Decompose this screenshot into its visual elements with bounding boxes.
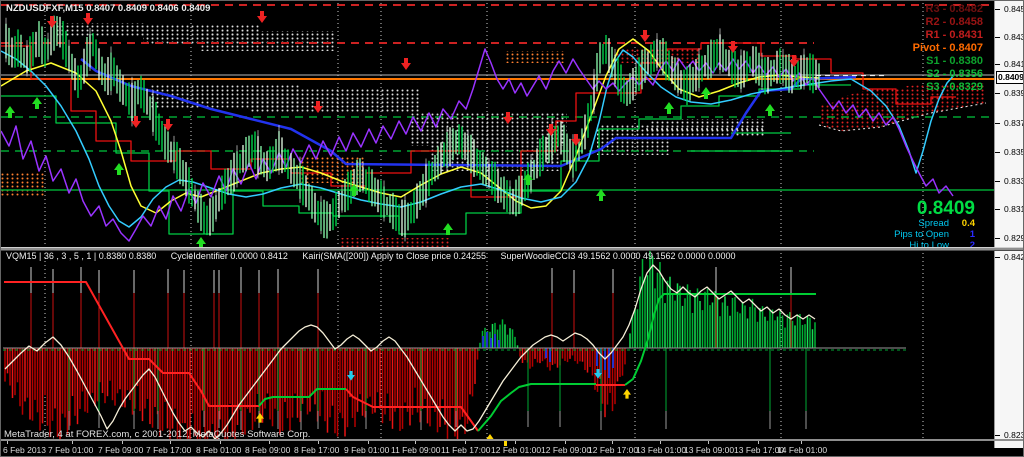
time-axis-tick	[170, 441, 171, 444]
time-axis-tick	[660, 441, 661, 444]
pivot-level-label: R1 - 0.8431	[925, 29, 983, 41]
time-axis-tick	[368, 441, 369, 444]
price-axis-label: 0.8355	[1004, 147, 1023, 157]
spread-label: Spread	[918, 218, 949, 229]
copyright-text: MetaTrader, 4 at FOREX.com, c 2001-2012,…	[4, 429, 311, 440]
current-price-box: 0.8409	[996, 71, 1024, 84]
pivot-level-label: R2 - 0.8458	[925, 16, 983, 28]
price-axis-tick	[995, 181, 1000, 182]
time-axis-label: 9 Feb 01:00	[344, 445, 390, 455]
time-axis-label: 8 Feb 17:00	[294, 445, 340, 455]
price-axis-label: 0.8395	[1004, 88, 1023, 98]
time-axis[interactable]: 6 Feb 2013 7 Feb 01:00 7 Feb 09:00 7 Feb 17…	[1, 441, 1023, 456]
pivot-level-label: Pivot - 0.8407	[912, 42, 983, 54]
price-axis-label: 0.8236	[1004, 430, 1023, 440]
time-axis-label: 7 Feb 17:00	[146, 445, 192, 455]
time-axis-label: 13 Feb 01:00	[636, 445, 687, 455]
quote-panel: 0.8409 Spread 0.4 Pips to Open 1 Hi to L…	[871, 200, 975, 247]
price-axis-tick	[995, 37, 1000, 38]
time-axis-tick	[318, 441, 319, 444]
time-axis-label: 12 Feb 09:00	[541, 445, 592, 455]
price-axis-tick	[995, 64, 1000, 65]
time-axis-tick	[269, 441, 270, 444]
current-price-display: 0.8409	[916, 200, 975, 219]
price-axis-tick	[995, 238, 1000, 239]
time-axis-tick	[122, 441, 123, 444]
indicator-header: VQM15 | 36 , 3 , 5 , 1 | 0.8380 0.8380 C…	[6, 251, 748, 261]
pivot-level-label: S2 - 0.8356	[926, 68, 983, 80]
time-axis-label: 7 Feb 09:00	[98, 445, 144, 455]
time-axis-tick	[515, 441, 516, 444]
time-axis-tick	[565, 441, 566, 444]
spread-value: 0.4	[961, 218, 975, 229]
price-axis-label: 0.8375	[1004, 118, 1023, 128]
time-axis-tick	[7, 441, 8, 444]
trade-marker-tick	[504, 441, 507, 446]
price-axis-label: 0.8295	[1004, 233, 1023, 243]
price-axis-tick	[995, 123, 1000, 124]
pivot-level-label: S1 - 0.8380	[926, 55, 983, 67]
price-axis-tick	[995, 152, 1000, 153]
price-axis-tick	[995, 435, 1000, 436]
time-axis-label: 8 Feb 01:00	[196, 445, 242, 455]
price-axis[interactable]: 0.8409 0.8455 0.8435 0.8415 0.8395 0.8375 0.8…	[994, 1, 1024, 448]
time-axis-label: 13 Feb 09:00	[684, 445, 735, 455]
pivot-label-stack: R3 - 0.8482 R2 - 0.8458 R1 - 0.8431 Pivot -…	[913, 3, 983, 94]
kairi-indicator-label: Kairi(SMA([200]) Apply to Close price 0.…	[302, 251, 486, 261]
spread-row: Spread 0.4	[871, 218, 975, 229]
bottom-separator	[1, 439, 1023, 441]
price-axis-label: 0.8422	[1004, 252, 1023, 262]
chart-title: NZDUSDFXF,M15 0.8407 0.8409 0.8406 0.840…	[6, 3, 211, 14]
time-axis-label: 6 Feb 2013	[3, 445, 47, 455]
indicator-chart-canvas[interactable]	[1, 251, 994, 439]
panel-separator[interactable]	[1, 247, 1023, 251]
cycle-identifier-label: CycleIdentifier 0.0000 0.8412	[170, 251, 288, 261]
time-axis-tick	[220, 441, 221, 444]
pips-to-open-row: Pips to Open 1	[871, 229, 975, 240]
time-axis-tick	[72, 441, 73, 444]
time-axis-tick	[612, 441, 613, 444]
vq-indicator-label: VQM15 | 36 , 3 , 5 , 1 | 0.8380 0.8380	[6, 251, 157, 261]
price-axis-tick	[995, 9, 1000, 10]
time-axis-label: 12 Feb 01:00	[491, 445, 542, 455]
price-axis-label: 0.8415	[1004, 59, 1023, 69]
time-axis-label: 7 Feb 01:00	[48, 445, 94, 455]
time-axis-label: 12 Feb 17:00	[588, 445, 639, 455]
time-axis-tick	[465, 441, 466, 444]
pivot-level-label: R3 - 0.8482	[925, 3, 983, 15]
price-axis-tick	[995, 209, 1000, 210]
time-axis-label: 11 Feb 09:00	[391, 445, 441, 455]
time-axis-label: 13 Feb 17:00	[734, 445, 785, 455]
time-axis-label: 14 Feb 01:00	[777, 445, 828, 455]
price-axis-label: 0.8435	[1004, 32, 1023, 42]
pips-to-open-value: 1	[969, 229, 975, 240]
time-axis-tick	[415, 441, 416, 444]
pips-to-open-label: Pips to Open	[894, 229, 949, 240]
price-axis-tick	[995, 257, 1000, 258]
pivot-level-label: S3 - 0.8329	[926, 81, 983, 93]
time-axis-label: 8 Feb 09:00	[245, 445, 291, 455]
hi-to-low-label: Hi to Low	[909, 240, 949, 247]
time-axis-tick	[708, 441, 709, 444]
supercci-indicator-label: SuperWoodieCCI3 49.1562 0.0000 49.1562 0…	[500, 251, 736, 261]
time-axis-tick	[801, 441, 802, 444]
time-axis-label: 11 Feb 17:00	[441, 445, 491, 455]
hi-to-low-value: 2	[969, 240, 975, 247]
time-axis-tick	[758, 441, 759, 444]
main-chart-canvas[interactable]	[1, 1, 994, 247]
price-axis-label: 0.8315	[1004, 204, 1023, 214]
hi-to-low-row: Hi to Low 2	[871, 240, 975, 247]
price-axis-label: 0.8455	[1004, 4, 1023, 14]
price-axis-tick	[995, 93, 1000, 94]
price-axis-label: 0.8335	[1004, 176, 1023, 186]
